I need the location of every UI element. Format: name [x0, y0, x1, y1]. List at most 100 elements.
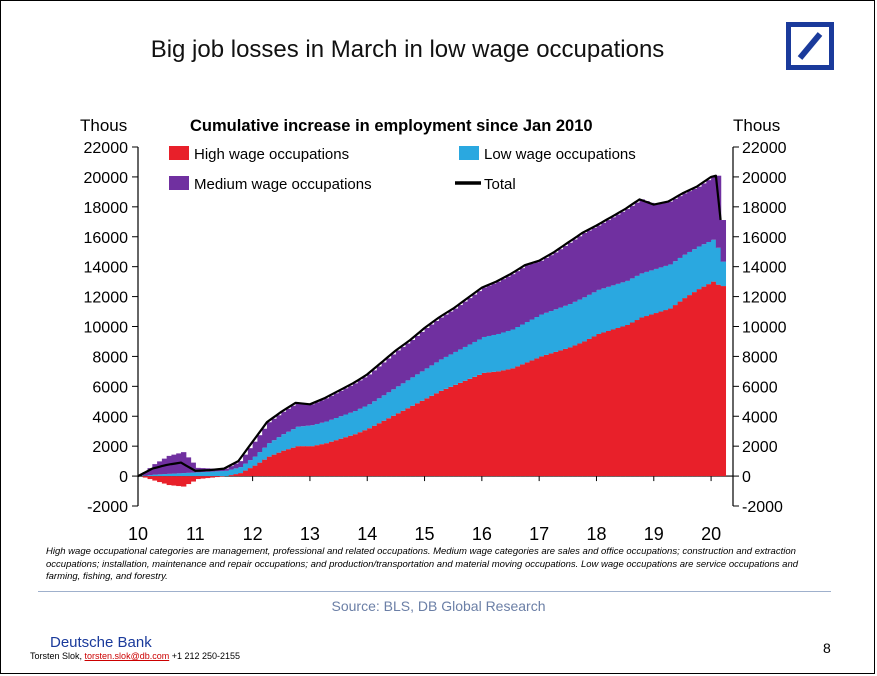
high-wage-bar [171, 476, 177, 486]
low-wage-bar [606, 286, 612, 331]
high-wage-bar [582, 341, 588, 477]
high-wage-bar [185, 476, 192, 485]
high-wage-bar [677, 301, 684, 477]
medium-wage-bar [271, 418, 278, 441]
high-wage-bar [295, 446, 301, 477]
low-wage-bar [711, 239, 717, 282]
high-wage-bar [329, 441, 335, 477]
medium-wage-bar [582, 233, 588, 298]
right-y-tick-label: 6000 [742, 379, 778, 396]
low-wage-bar [448, 354, 454, 387]
low-wage-bar [539, 314, 545, 357]
high-wage-bar [204, 476, 211, 479]
high-wage-bar [424, 398, 430, 477]
high-wage-bar [262, 459, 268, 477]
low-wage-bar [687, 251, 693, 296]
contact-email-link[interactable]: torsten.slok@db.com [84, 651, 170, 661]
high-wage-bar [529, 360, 535, 477]
high-wage-bar [615, 327, 621, 477]
legend: High wage occupations Low wage occupatio… [169, 146, 636, 193]
high-wage-bar [319, 444, 325, 477]
high-wage-bar [252, 465, 258, 477]
right-y-tick-label: 16000 [742, 230, 787, 247]
low-wage-bar [682, 254, 688, 299]
low-wage-bar [438, 359, 445, 391]
low-wage-bar [157, 474, 163, 477]
low-wage-bar [644, 271, 650, 317]
high-wage-bar [586, 338, 593, 477]
medium-wage-bar [615, 214, 621, 284]
medium-wage-bar [185, 457, 192, 473]
high-wage-bar [348, 435, 354, 477]
low-wage-bar [491, 334, 497, 372]
high-wage-bar [520, 364, 526, 477]
low-wage-bar [706, 241, 712, 285]
low-wage-bar [410, 377, 416, 406]
low-wage-bar [558, 307, 564, 351]
medium-wage-bar [505, 276, 512, 331]
medium-wage-bar [462, 301, 469, 347]
high-wage-bar [352, 434, 359, 477]
right-y-tick-label: 18000 [742, 200, 787, 217]
high-wage-bar [453, 384, 459, 477]
low-wage-bar [329, 419, 335, 442]
high-wage-bar [443, 388, 450, 477]
medium-wage-bar [663, 202, 669, 266]
legend-swatch-medium-wage [169, 176, 189, 190]
left-y-tick-label: 20000 [84, 170, 129, 187]
low-wage-bar [352, 411, 359, 435]
medium-wage-bar [668, 201, 674, 265]
right-y-tick-label: 8000 [742, 349, 778, 366]
x-tick-label: 18 [586, 524, 606, 544]
low-wage-bar [457, 349, 464, 383]
low-wage-bar [386, 392, 392, 419]
x-tick-label: 17 [529, 524, 549, 544]
medium-wage-bar [142, 472, 149, 476]
high-wage-bar [649, 314, 655, 477]
low-wage-bar [620, 282, 626, 327]
low-wage-bar [290, 429, 297, 448]
low-wage-bar [204, 471, 211, 477]
high-wage-bar [286, 449, 292, 477]
low-wage-bar [577, 299, 583, 344]
left-y-tick-label: 12000 [84, 290, 129, 307]
medium-wage-bar [500, 279, 507, 333]
high-wage-bar [309, 446, 316, 477]
medium-wage-bar [319, 400, 325, 423]
low-wage-bar [472, 341, 478, 377]
low-wage-bar [223, 470, 230, 477]
high-wage-bar [410, 405, 416, 477]
legend-label-high-wage: High wage occupations [194, 146, 349, 163]
medium-wage-bar [572, 239, 578, 302]
high-wage-bar [176, 476, 182, 487]
low-wage-bar [190, 472, 196, 477]
low-wage-bar [586, 294, 593, 339]
low-wage-bar [367, 404, 373, 429]
low-wage-bar [319, 422, 325, 445]
low-wage-bar [238, 467, 244, 474]
contact-phone: +1 212 250-2155 [171, 651, 241, 661]
left-y-tick-label: 22000 [84, 140, 129, 157]
low-wage-bar [372, 401, 378, 426]
medium-wage-bar [534, 262, 540, 318]
x-tick-label: 10 [128, 524, 148, 544]
low-wage-bar [443, 356, 450, 389]
high-wage-bar [391, 415, 397, 477]
high-wage-bar [653, 313, 660, 477]
low-wage-bar [209, 471, 216, 477]
low-wage-bar [582, 297, 588, 342]
high-wage-bar [481, 372, 488, 477]
high-wage-bar [558, 350, 564, 477]
medium-wage-bar [711, 176, 717, 240]
high-wage-bar [214, 476, 220, 478]
low-wage-bar [152, 474, 158, 477]
low-wage-bar [424, 368, 430, 399]
low-wage-bar [405, 380, 411, 409]
medium-wage-bar [190, 462, 196, 473]
total-line [137, 174, 722, 478]
medium-wage-bar [653, 204, 660, 269]
low-wage-bar [477, 339, 483, 375]
low-wage-bar [601, 288, 607, 333]
medium-wage-bar [529, 263, 535, 320]
low-wage-bar [376, 398, 383, 424]
